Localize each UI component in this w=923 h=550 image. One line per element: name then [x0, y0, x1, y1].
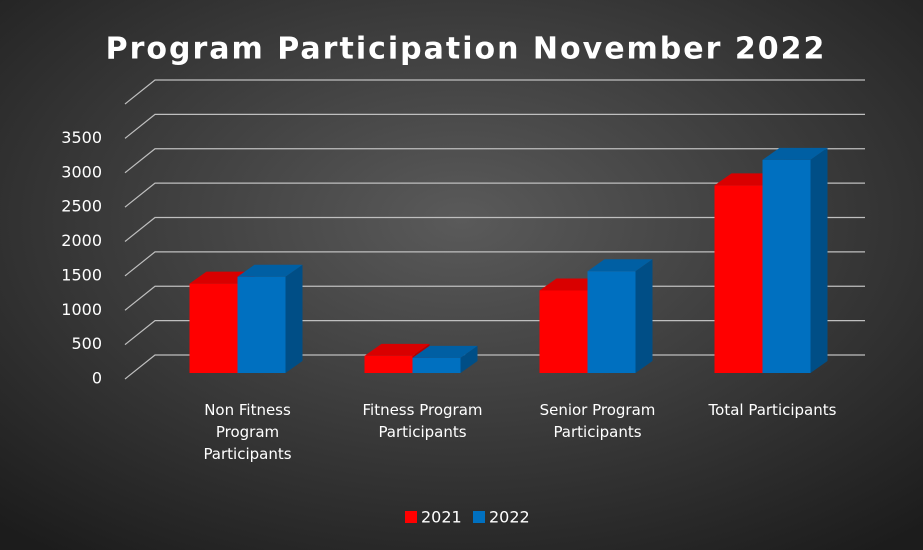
bar-top: [587, 259, 653, 272]
bar-side: [810, 147, 828, 373]
bar-top: [762, 147, 828, 160]
bar-front: [714, 185, 763, 373]
bar-top: [364, 343, 430, 356]
chart-title: Program Participation November 2022: [106, 32, 827, 67]
x-tick-label: Senior Program Participants: [539, 401, 656, 441]
bar-top: [237, 264, 303, 277]
grid-line: [124, 251, 865, 277]
grid-line: [124, 113, 865, 139]
y-tick-label: 500: [71, 334, 102, 353]
bar-side: [635, 259, 653, 373]
x-tick-label: Total Participants: [708, 401, 837, 419]
y-tick-label: 3500: [61, 128, 102, 147]
bar-front: [539, 290, 588, 373]
y-tick-label: 2500: [61, 197, 102, 216]
legend-label: 2022: [489, 508, 530, 527]
bar-front: [762, 159, 811, 373]
bar-front: [189, 283, 238, 373]
grid-line: [124, 148, 865, 174]
bar-front: [364, 355, 413, 373]
grid-line: [124, 182, 865, 208]
bar: [762, 147, 828, 373]
x-tick-label: Fitness Program Participants: [362, 401, 483, 441]
grid-line: [124, 216, 865, 242]
y-tick-label: 3000: [61, 162, 102, 181]
y-tick-label: 0: [92, 369, 102, 388]
bar-front: [587, 271, 636, 373]
y-tick-label: 1000: [61, 300, 102, 319]
bar: [587, 259, 653, 373]
bar-top: [412, 345, 478, 358]
y-tick-label: 1500: [61, 265, 102, 284]
x-tick-label: Non Fitness Program Participants: [203, 401, 292, 463]
legend-swatch: [405, 511, 417, 523]
y-tick-label: 2000: [61, 231, 102, 250]
bar-side: [285, 264, 303, 373]
bar-front: [412, 357, 461, 373]
legend-swatch: [473, 511, 485, 523]
bar: [412, 345, 478, 373]
bar-side: [460, 345, 478, 373]
grid-line: [124, 79, 865, 105]
bar-front: [237, 276, 286, 373]
legend-label: 2021: [421, 508, 462, 527]
bar: [237, 264, 303, 373]
